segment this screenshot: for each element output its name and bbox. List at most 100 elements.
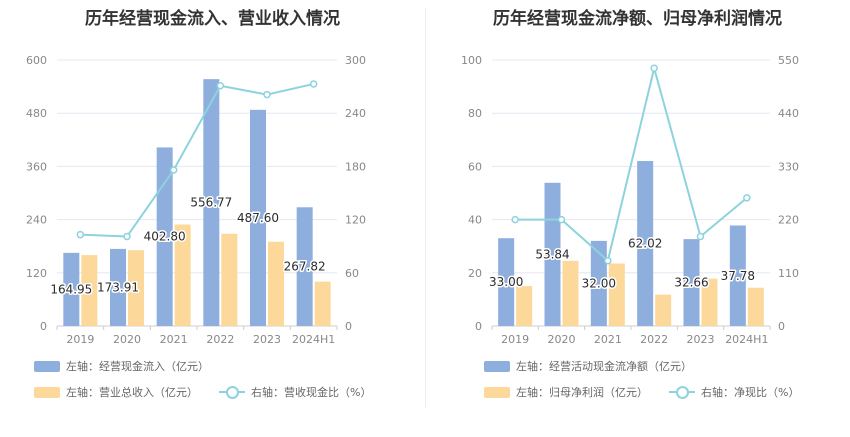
bar-data-label: 402.80 [144, 230, 186, 244]
x-axis-label: 2022 [206, 333, 234, 346]
left-axis-tick: 240 [26, 214, 47, 227]
x-axis-label: 2023 [253, 333, 281, 346]
x-axis-label: 2020 [548, 333, 576, 346]
x-axis-label: 2022 [640, 333, 668, 346]
bar-series-2 [655, 294, 672, 326]
line-point [216, 81, 225, 90]
bar-data-label: 37.78 [721, 269, 755, 283]
bar-data-label: 32.66 [674, 276, 708, 290]
line-series [515, 67, 748, 263]
right-axis-tick: 300 [345, 54, 366, 67]
line-point [743, 194, 751, 202]
bar-data-label: 33.00 [489, 275, 523, 289]
bar-series-1 [156, 147, 173, 326]
legend-label: 右轴：营收现金比（%） [251, 386, 372, 399]
bar-series-2 [608, 263, 625, 326]
bar-data-label: 32.00 [582, 276, 616, 290]
right-axis-tick: 120 [345, 214, 366, 227]
bar-series-1 [296, 207, 313, 326]
bar-series-2 [516, 286, 533, 326]
bar-series-1 [110, 248, 126, 326]
bar-series-2 [562, 260, 579, 326]
bar-series-1 [683, 239, 700, 326]
line-point [557, 215, 566, 224]
right-axis-tick: 110 [778, 267, 799, 280]
legend-item-bar2[interactable]: 左轴：营业总收入（亿元） [34, 384, 198, 400]
legend-item-bar1[interactable]: 左轴：经营现金流入（亿元） [34, 358, 209, 374]
left-axis-tick: 20 [468, 267, 482, 280]
bar-series-1 [729, 225, 746, 326]
x-axis-label: 2019 [66, 333, 94, 346]
line-point [604, 256, 612, 265]
bar-series-2 [81, 255, 98, 326]
chart-title: 历年经营现金流净额、归母净利润情况 [493, 9, 782, 29]
line-series [80, 82, 314, 238]
bar-series-2 [314, 281, 331, 326]
line-point [696, 232, 705, 241]
bar-data-label: 53.84 [535, 247, 569, 261]
bar-series-2 [701, 278, 718, 326]
legend-label: 左轴：归母净利润（亿元） [516, 386, 648, 399]
line-point [123, 232, 131, 241]
line-point [76, 230, 85, 239]
right-axis-tick: 220 [778, 214, 799, 227]
legend-item-line[interactable]: 右轴：净现比（%） [669, 384, 799, 400]
left-axis-tick: 0 [40, 320, 47, 333]
right-axis-tick: 60 [345, 267, 359, 280]
bar-data-label: 267.82 [284, 260, 326, 274]
x-axis-label: 2020 [113, 333, 141, 346]
bar-series-1 [250, 109, 266, 327]
right-axis-tick: 0 [778, 320, 785, 333]
legend-item-bar2[interactable]: 左轴：归母净利润（亿元） [484, 384, 648, 400]
chart-net-cash-profit: 0 20 40 60 80 100 0 110 220 330 440 550 2019 2020 2021… [461, 54, 799, 346]
right-axis-tick: 180 [345, 160, 366, 173]
right-axis-tick: 330 [778, 160, 799, 173]
line-point [309, 80, 318, 88]
left-axis-tick: 80 [468, 107, 482, 120]
chart-panel-net-cash: 历年经营现金流净额、归母净利润情况 0 20 40 60 80 100 0 110 220 330… [425, 0, 850, 437]
bar-data-label: 487.60 [237, 211, 279, 225]
bar-series-2 [747, 287, 764, 326]
legend-line-icon [219, 386, 245, 399]
legend-label: 左轴：营业总收入（亿元） [66, 386, 198, 399]
bar-series-1 [498, 238, 515, 326]
panel-divider [425, 8, 426, 408]
left-axis-tick: 360 [26, 160, 47, 173]
left-axis-tick: 480 [26, 107, 47, 120]
x-axis-label: 2021 [594, 333, 622, 346]
legend-item-line[interactable]: 右轴：营收现金比（%） [219, 384, 371, 400]
x-axis-label: 2024H1 [292, 333, 335, 346]
bar-series-2 [128, 250, 144, 326]
left-axis-tick: 0 [475, 320, 482, 333]
right-axis-tick: 440 [778, 107, 799, 120]
legend-item-bar1[interactable]: 左轴：经营活动现金流净额（亿元） [484, 358, 692, 374]
x-axis-label: 2023 [687, 333, 715, 346]
x-axis-label: 2019 [501, 333, 529, 346]
left-axis-tick: 120 [26, 267, 47, 280]
x-axis-label: 2024H1 [725, 333, 768, 346]
bar-data-label: 62.02 [628, 237, 662, 251]
chart-panel-cash-inflow: 历年经营现金流入、营业收入情况 0 120 240 360 480 600 0 60 120 18… [26, 9, 371, 400]
bar-series-1 [544, 182, 561, 326]
line-point [650, 64, 658, 72]
bar-data-label: 556.77 [190, 196, 232, 210]
right-axis-tick: 550 [778, 54, 799, 67]
chart-title: 历年经营现金流入、营业收入情况 [85, 9, 340, 29]
right-axis-tick: 0 [345, 320, 352, 333]
legend-swatch-yellow [484, 386, 510, 398]
bar-series-1 [63, 252, 80, 326]
line-point [511, 215, 519, 224]
right-axis-tick: 240 [345, 107, 366, 120]
bar-series-1 [637, 161, 654, 326]
bar-series-1 [203, 79, 220, 326]
left-axis-tick: 100 [461, 54, 482, 67]
legend-swatch-blue [34, 360, 60, 372]
legend-swatch-yellow [34, 386, 60, 398]
legend-label: 左轴：经营活动现金流净额（亿元） [516, 360, 692, 373]
line-point [169, 166, 178, 174]
bar-data-label: 164.95 [50, 282, 92, 296]
left-axis-tick: 60 [468, 160, 482, 173]
x-axis-label: 2021 [160, 333, 188, 346]
bar-series-2 [221, 233, 238, 326]
legend-swatch-blue [484, 360, 510, 372]
